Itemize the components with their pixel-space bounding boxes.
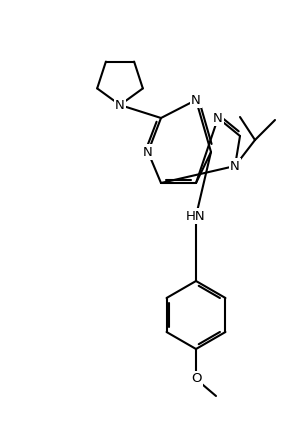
Text: O: O (191, 373, 201, 386)
Text: N: N (230, 160, 240, 173)
Text: N: N (213, 112, 223, 125)
Text: N: N (143, 146, 153, 158)
Text: N: N (115, 99, 125, 112)
Text: HN: HN (186, 210, 206, 223)
Text: N: N (191, 93, 201, 107)
